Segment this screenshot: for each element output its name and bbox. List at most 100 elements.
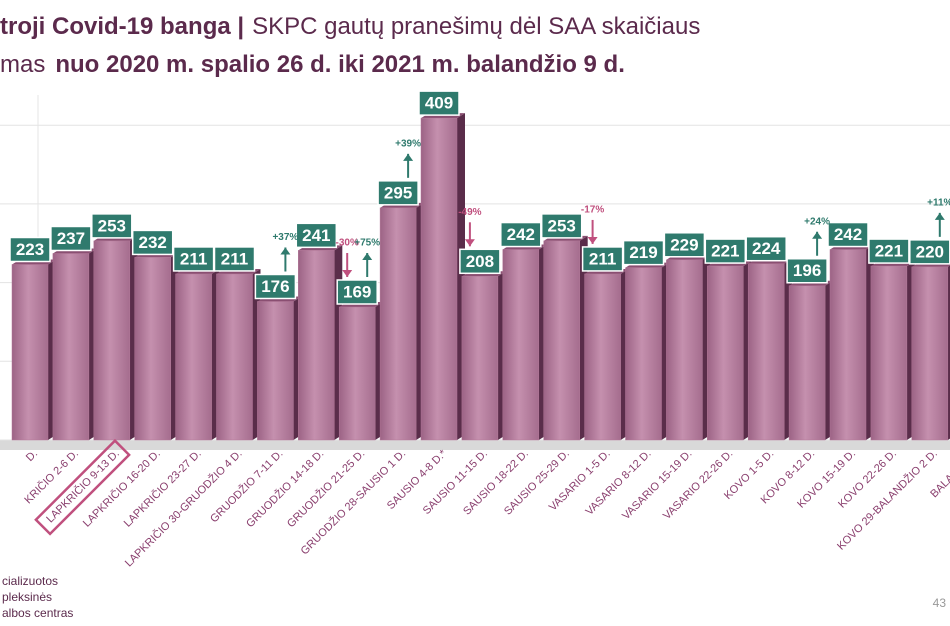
bar <box>870 265 908 441</box>
title-text: SKPC gautų pranešimų dėl SAA skaičiaus <box>252 13 700 40</box>
arrow-head <box>464 239 475 247</box>
value-label: 295 <box>384 183 412 202</box>
arrow-head <box>362 252 373 260</box>
value-label: 221 <box>711 242 739 261</box>
value-label: 169 <box>343 282 371 301</box>
value-label-box <box>663 232 706 258</box>
value-label-box <box>295 222 338 249</box>
x-tick-label: GRUODŽIO 14-18 D. <box>243 447 326 530</box>
value-label: 211 <box>180 249 207 268</box>
x-tick-label: GRUODŽIO 21-25 D. <box>284 447 367 530</box>
value-label-box <box>254 273 297 300</box>
bar <box>338 306 376 441</box>
value-label: 253 <box>98 216 126 235</box>
title-bold: nuo 2020 m. spalio 26 d. iki 2021 m. bal… <box>55 51 625 78</box>
bar <box>788 285 826 441</box>
highlight-box <box>34 438 131 536</box>
bar <box>52 253 90 441</box>
arrow-head <box>934 212 945 220</box>
x-tick-label: GRUODŽIO 7-11 D. <box>207 447 285 525</box>
annotation: +24% <box>804 216 830 227</box>
value-label: 176 <box>261 277 289 296</box>
bar <box>829 249 867 441</box>
annotation: -17% <box>581 205 604 216</box>
title-bold: troji Covid-19 banga | <box>0 13 244 40</box>
value-label: 221 <box>875 242 903 261</box>
value-label: 232 <box>139 233 167 252</box>
value-label: 224 <box>752 239 781 258</box>
bar <box>502 249 540 441</box>
arrow-head <box>342 269 353 277</box>
bar <box>420 117 458 441</box>
value-label: 223 <box>16 240 44 259</box>
logo-text: cializuotos <box>2 574 58 588</box>
annotation: +37% <box>272 232 298 243</box>
arrow-head <box>280 247 291 255</box>
bar <box>134 257 171 441</box>
value-label-box <box>172 246 215 272</box>
value-label: 242 <box>507 225 535 244</box>
value-label-box <box>540 213 583 239</box>
x-tick-label: VASARIO 22-26 D. <box>661 448 735 522</box>
value-label: 219 <box>629 243 657 262</box>
logo-text: albos centras <box>2 606 73 620</box>
bar <box>11 264 49 441</box>
bar <box>747 263 785 441</box>
value-label: 241 <box>302 226 330 245</box>
bar-side <box>947 265 950 440</box>
value-label: 229 <box>670 235 698 254</box>
bar <box>666 259 703 441</box>
value-label-box <box>868 238 910 264</box>
title-text: mas <box>0 51 45 78</box>
value-label-box <box>213 246 256 272</box>
value-label-box <box>827 221 869 248</box>
value-label: 211 <box>589 249 616 268</box>
value-label: 211 <box>221 249 248 268</box>
title-line-2: mas nuo 2020 m. spalio 26 d. iki 2021 m. … <box>0 51 625 78</box>
page-number: 43 <box>933 596 947 610</box>
value-label-box <box>704 238 747 264</box>
value-label: 237 <box>57 229 85 248</box>
bar <box>584 273 621 441</box>
bar <box>707 265 744 441</box>
x-tick-label: D. <box>24 448 40 464</box>
value-label: 196 <box>793 261 821 280</box>
value-label: 409 <box>425 94 453 113</box>
bar <box>461 276 499 441</box>
annotation: -49% <box>458 207 481 218</box>
arrow-head <box>587 236 598 244</box>
annotation: +75% <box>354 238 380 249</box>
logo-text: pleksinės <box>2 590 52 604</box>
value-label-box <box>622 239 665 266</box>
x-tick-label: VASARIO 15-19 D. <box>620 448 694 522</box>
value-label-box <box>91 213 133 239</box>
arrow-head <box>812 231 823 239</box>
annotation: -30% <box>336 238 359 249</box>
bar <box>257 301 294 441</box>
value-label-box <box>459 248 501 275</box>
value-label-box <box>9 236 51 263</box>
value-label-box <box>50 225 92 252</box>
x-tick-label: LAPKRIČIO 16-20 D. <box>80 447 163 530</box>
bar <box>625 267 662 441</box>
floor <box>0 440 950 450</box>
value-label: 242 <box>834 225 862 244</box>
value-label: 220 <box>916 242 944 261</box>
value-label-box <box>581 246 624 272</box>
bar <box>911 266 949 441</box>
value-label-box <box>418 90 460 116</box>
bar <box>379 207 417 441</box>
value-label-box <box>745 235 787 262</box>
value-label: 253 <box>548 216 576 235</box>
arrow-head <box>403 153 414 161</box>
bar <box>93 240 131 441</box>
bar <box>298 250 335 441</box>
title-line-1: troji Covid-19 banga | SKPC gautų praneši… <box>0 13 700 40</box>
annotation: +11% <box>927 198 950 209</box>
value-label: 208 <box>466 252 494 271</box>
bar <box>543 240 580 441</box>
value-label-box <box>336 279 378 305</box>
x-tick-label: LAPKRIČIO 23-27 D. <box>121 447 204 530</box>
